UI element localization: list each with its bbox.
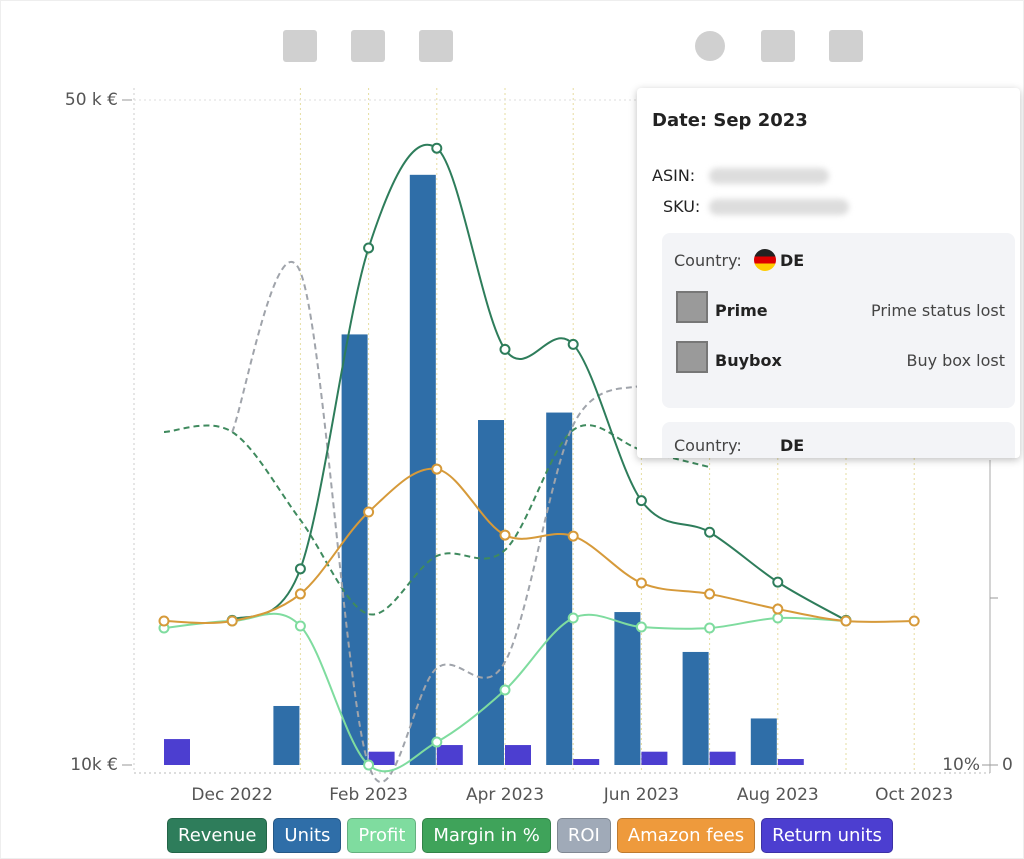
point xyxy=(431,736,443,748)
toolbar-icon[interactable] xyxy=(829,30,863,62)
point xyxy=(294,620,306,632)
toolbar-icon[interactable] xyxy=(419,30,453,62)
point xyxy=(431,142,443,154)
point xyxy=(635,621,647,633)
buybox-icon xyxy=(676,341,708,373)
point xyxy=(431,463,443,475)
bar xyxy=(709,751,736,765)
flag xyxy=(754,249,776,271)
point xyxy=(363,506,375,518)
legend-item[interactable]: Return units xyxy=(761,818,893,853)
prime-label: Prime xyxy=(715,301,768,320)
toolbar-icon[interactable] xyxy=(351,30,385,62)
point xyxy=(704,588,716,600)
country-label: Country: xyxy=(674,251,742,270)
bar xyxy=(546,412,573,765)
point xyxy=(158,615,170,627)
point xyxy=(294,588,306,600)
legend-item[interactable]: Units xyxy=(273,818,342,853)
buybox-label: Buybox xyxy=(715,351,782,370)
line xyxy=(231,260,642,784)
line xyxy=(163,612,847,773)
bar xyxy=(682,651,709,765)
bar xyxy=(573,759,600,765)
point xyxy=(704,622,716,634)
point xyxy=(635,495,647,507)
point xyxy=(704,526,716,538)
legend-item[interactable]: ROI xyxy=(556,818,611,853)
legend-item[interactable]: Revenue xyxy=(167,818,268,853)
point xyxy=(772,576,784,588)
country-label: Country: xyxy=(674,436,742,455)
legend-item[interactable]: Amazon fees xyxy=(616,818,756,853)
line xyxy=(163,424,710,616)
toolbar xyxy=(283,30,863,62)
prime-status: Prime status lost xyxy=(871,301,1005,320)
y3-tick-label: 0 xyxy=(1002,755,1013,775)
y2-tick-label: 10% xyxy=(942,755,980,775)
point xyxy=(567,612,579,624)
country-panel: Country: DE xyxy=(662,422,1015,458)
point xyxy=(567,530,579,542)
country-code: DE xyxy=(780,251,805,270)
point xyxy=(363,242,375,254)
bar xyxy=(777,759,804,765)
bar xyxy=(273,705,300,765)
tooltip: Date: Sep 2023 ASIN: SKU: Country: DE Pr… xyxy=(637,88,1020,458)
line xyxy=(163,467,915,625)
country-panel: Country: DE Prime Prime status lost Buyb… xyxy=(662,233,1015,408)
toolbar-icon[interactable] xyxy=(283,30,317,62)
toolbar-icon[interactable] xyxy=(695,31,725,61)
point xyxy=(363,759,375,771)
redacted xyxy=(709,168,829,184)
buybox-status: Buy box lost xyxy=(906,351,1005,370)
point xyxy=(908,615,920,627)
bar xyxy=(641,751,668,765)
bar xyxy=(368,751,395,765)
point xyxy=(294,563,306,575)
bar xyxy=(341,334,368,765)
legend-item[interactable]: Margin in % xyxy=(422,818,551,853)
bar xyxy=(750,718,777,765)
x-tick-label: Dec 2022 xyxy=(191,785,273,805)
y-tick-label: 10k € xyxy=(70,755,118,775)
point xyxy=(499,529,511,541)
bar xyxy=(436,745,463,765)
x-tick-label: Feb 2023 xyxy=(329,785,408,805)
bar xyxy=(164,739,190,765)
toolbar-icon[interactable] xyxy=(761,30,795,62)
x-tick-label: Oct 2023 xyxy=(875,785,953,805)
prime-icon xyxy=(676,291,708,323)
point xyxy=(567,338,579,350)
bar xyxy=(614,612,641,765)
bar xyxy=(478,420,504,765)
x-tick-label: Aug 2023 xyxy=(737,785,819,805)
x-tick-label: Apr 2023 xyxy=(466,785,544,805)
bar xyxy=(505,745,531,765)
y-tick-label: 50 k € xyxy=(65,90,118,110)
point xyxy=(772,612,784,624)
legend-item[interactable]: Profit xyxy=(347,818,417,853)
tooltip-date: Date: Sep 2023 xyxy=(652,110,808,131)
legend: Revenue Units Profit Margin in % ROI Amazon f… xyxy=(167,818,893,853)
redacted xyxy=(709,199,849,215)
point xyxy=(499,684,511,696)
tooltip-asin: ASIN: xyxy=(652,166,696,185)
point xyxy=(226,615,238,627)
plot: 10k € 50 k € 10% 0 Dec 2022 Feb 2023 Apr 2023 J… xyxy=(65,88,1013,805)
point xyxy=(499,343,511,355)
country-code: DE xyxy=(780,436,805,455)
x-tick-label: Jun 2023 xyxy=(603,785,679,805)
point xyxy=(635,577,647,589)
point xyxy=(840,615,852,627)
tooltip-sku: SKU: xyxy=(663,197,701,216)
point xyxy=(772,603,784,615)
